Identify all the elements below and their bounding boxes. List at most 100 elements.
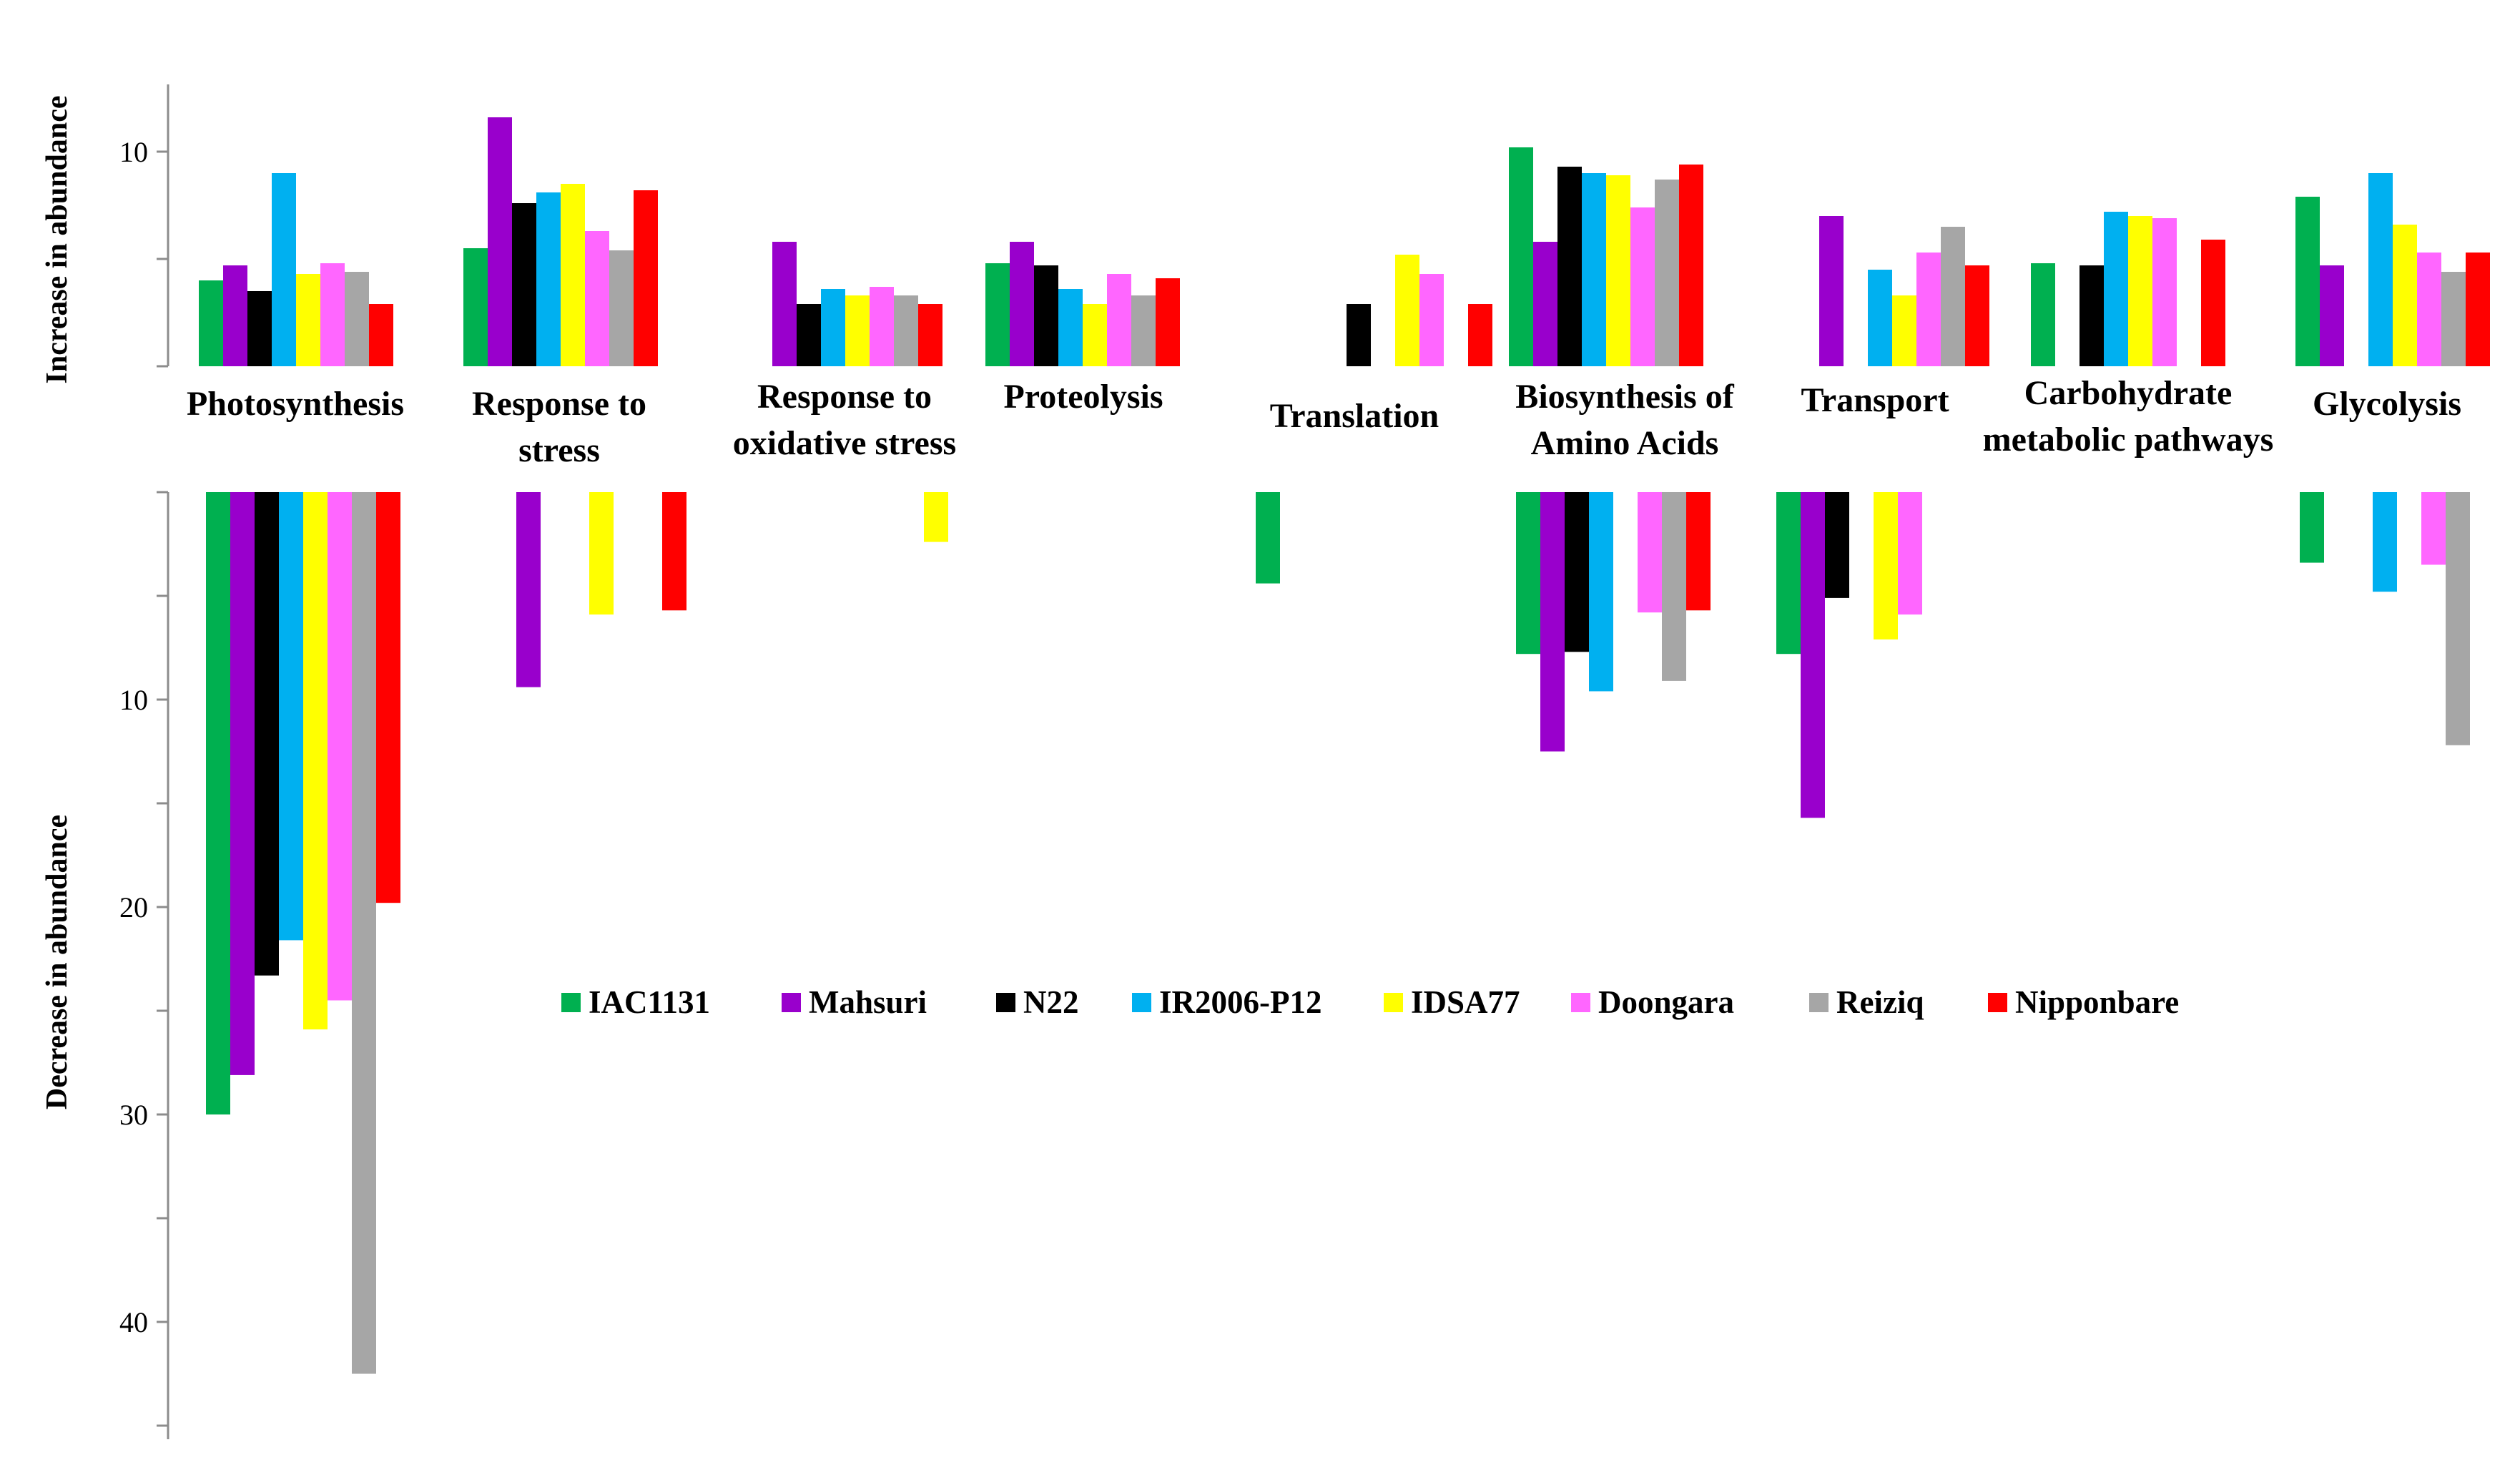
legend-label-mahsuri: Mahsuri	[809, 984, 927, 1020]
legend: IAC1131 Mahsuri N22 IR2006-P12 IDSA77 Doongar…	[561, 984, 2179, 1020]
bar-increase-mahsuri-3	[1010, 242, 1034, 366]
bar-increase-ir2006-p12-7	[2104, 212, 2128, 366]
legend-swatch-nipponbare	[1988, 993, 2007, 1012]
bar-increase-ir2006-p12-3	[1058, 289, 1083, 366]
bar-increase-mahsuri-5	[1533, 242, 1557, 366]
category-label: Proteolysis	[1003, 378, 1163, 416]
bar-increase-ir2006-p12-5	[1582, 173, 1606, 366]
bar-decrease-reiziq-8	[2446, 492, 2470, 745]
bar-increase-idsa77-6	[1892, 295, 1916, 366]
category-label: metabolic pathways	[1983, 421, 2274, 459]
bar-increase-mahsuri-8	[2320, 265, 2344, 366]
bar-decrease-iac1131-8	[2300, 492, 2324, 563]
legend-label-iac1131: IAC1131	[589, 984, 710, 1020]
bar-increase-doongara-6	[1916, 253, 1941, 366]
bar-increase-n22-1	[512, 203, 536, 366]
bar-increase-mahsuri-2	[772, 242, 797, 366]
legend-swatch-doongara	[1571, 993, 1590, 1012]
bar-increase-idsa77-1	[561, 184, 585, 366]
bar-increase-idsa77-4	[1395, 255, 1419, 366]
bar-increase-iac1131-1	[463, 248, 488, 366]
bar-increase-nipponbare-7	[2201, 240, 2225, 366]
legend-swatch-ir2006-p12	[1132, 993, 1151, 1012]
bar-decrease-mahsuri-1	[516, 492, 541, 687]
category-label: oxidative stress	[733, 424, 956, 462]
bar-decrease-doongara-8	[2421, 492, 2446, 565]
bar-increase-iac1131-8	[2295, 197, 2320, 366]
bar-increase-nipponbare-0	[369, 304, 393, 366]
bar-decrease-mahsuri-0	[230, 492, 255, 1075]
category-label: Response to	[472, 385, 646, 423]
bar-decrease-ir2006-p12-0	[279, 492, 303, 941]
decrease-y-tick-label: 30	[119, 1099, 148, 1131]
bar-increase-idsa77-8	[2393, 225, 2417, 366]
bar-decrease-n22-5	[1565, 492, 1589, 652]
bar-increase-n22-0	[247, 291, 272, 366]
bar-increase-doongara-0	[320, 263, 345, 366]
bar-increase-doongara-1	[585, 231, 609, 366]
decrease-y-axis-title: Decrease in abundance	[41, 815, 74, 1109]
bar-increase-reiziq-3	[1131, 295, 1156, 366]
bar-increase-ir2006-p12-0	[272, 173, 296, 366]
bar-increase-nipponbare-8	[2466, 253, 2490, 366]
bar-increase-mahsuri-0	[223, 265, 247, 366]
bar-increase-reiziq-1	[609, 250, 634, 366]
bar-increase-reiziq-8	[2441, 272, 2466, 366]
bar-increase-ir2006-p12-2	[821, 289, 845, 366]
legend-label-reiziq: Reiziq	[1836, 984, 1924, 1020]
bar-increase-doongara-4	[1419, 274, 1444, 366]
bar-increase-reiziq-2	[894, 295, 918, 366]
bar-decrease-ir2006-p12-5	[1589, 492, 1613, 692]
bar-increase-nipponbare-4	[1468, 304, 1492, 366]
bar-increase-ir2006-p12-1	[536, 192, 561, 366]
bar-decrease-mahsuri-5	[1540, 492, 1565, 752]
decrease-y-tick-label: 10	[119, 684, 148, 716]
bar-increase-idsa77-7	[2128, 216, 2152, 366]
category-label: Biosynthesis of	[1515, 378, 1734, 416]
bar-decrease-doongara-6	[1898, 492, 1922, 615]
legend-swatch-mahsuri	[782, 993, 801, 1012]
bar-increase-n22-7	[2080, 265, 2104, 366]
bar-increase-doongara-5	[1630, 207, 1655, 366]
bar-increase-doongara-2	[870, 287, 894, 366]
bar-increase-doongara-8	[2417, 253, 2441, 366]
bar-decrease-iac1131-6	[1776, 492, 1801, 655]
bar-decrease-nipponbare-0	[376, 492, 400, 903]
increase-y-axis-title: Increase in abundance	[41, 96, 74, 384]
bar-increase-n22-3	[1034, 265, 1058, 366]
legend-swatch-n22	[996, 993, 1015, 1012]
bar-increase-nipponbare-6	[1965, 265, 1989, 366]
category-label: Response to	[757, 378, 932, 416]
bar-increase-mahsuri-6	[1819, 216, 1844, 366]
category-label: Carbohydrate	[2024, 374, 2233, 412]
bar-increase-iac1131-0	[199, 280, 223, 366]
category-label: Photosynthesis	[187, 385, 404, 423]
category-label: Glycolysis	[2313, 385, 2461, 423]
increase-y-tick-label: 10	[119, 136, 148, 168]
bar-increase-ir2006-p12-6	[1868, 270, 1892, 366]
bar-decrease-n22-0	[255, 492, 279, 976]
bar-increase-nipponbare-2	[918, 304, 942, 366]
legend-swatch-reiziq	[1809, 993, 1829, 1012]
bar-increase-idsa77-3	[1083, 304, 1107, 366]
bar-increase-idsa77-0	[296, 274, 320, 366]
decrease-y-tick-label: 40	[119, 1306, 148, 1338]
bar-decrease-reiziq-0	[352, 492, 376, 1374]
bars-layer	[199, 117, 2490, 1374]
category-label: Translation	[1270, 397, 1439, 435]
bar-increase-n22-2	[797, 304, 821, 366]
legend-label-doongara: Doongara	[1598, 984, 1734, 1020]
legend-swatch-idsa77	[1384, 993, 1403, 1012]
bar-decrease-iac1131-5	[1516, 492, 1540, 655]
bar-decrease-doongara-0	[328, 492, 352, 1001]
bar-increase-iac1131-5	[1509, 147, 1533, 366]
bar-increase-ir2006-p12-8	[2368, 173, 2393, 366]
bar-decrease-ir2006-p12-8	[2373, 492, 2397, 592]
bar-increase-nipponbare-1	[634, 190, 658, 366]
bar-increase-n22-4	[1347, 304, 1371, 366]
bar-decrease-iac1131-4	[1256, 492, 1280, 584]
bar-increase-nipponbare-5	[1679, 165, 1703, 366]
category-label: Transport	[1801, 381, 1949, 419]
